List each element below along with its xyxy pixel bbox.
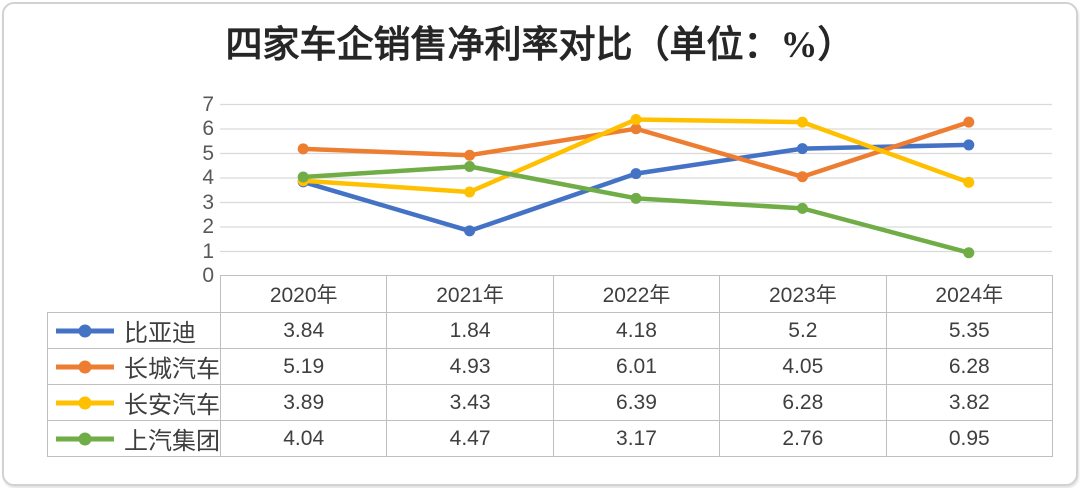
data-point bbox=[796, 202, 808, 214]
value-cell: 4.47 bbox=[386, 420, 554, 457]
legend-cell: 长城汽车 bbox=[47, 348, 221, 385]
data-point bbox=[464, 225, 476, 237]
value-cell: 2.76 bbox=[719, 420, 887, 457]
year-header: 2022年 bbox=[552, 275, 721, 313]
value-cell: 4.04 bbox=[219, 420, 388, 457]
year-header: 2024年 bbox=[885, 275, 1053, 313]
value-cell: 3.84 bbox=[219, 312, 388, 349]
series-row: 比亚迪 3.84 1.84 4.18 5.2 5.35 bbox=[47, 312, 1053, 349]
series-name: 长城汽车 bbox=[124, 357, 220, 383]
value-cell: 5.2 bbox=[719, 312, 887, 349]
legend-key-icon bbox=[56, 360, 114, 373]
series-row: 上汽集团 4.04 4.47 3.17 2.76 0.95 bbox=[47, 420, 1053, 457]
data-point bbox=[464, 186, 476, 198]
data-point bbox=[297, 143, 309, 155]
value-cell: 3.89 bbox=[219, 384, 388, 421]
data-point bbox=[796, 116, 808, 128]
data-point bbox=[297, 171, 309, 183]
y-tick-label: 3 bbox=[202, 190, 214, 214]
series-name: 比亚迪 bbox=[124, 321, 196, 347]
plot-area bbox=[220, 103, 1052, 259]
legend-cell: 上汽集团 bbox=[47, 420, 221, 457]
value-cell: 1.84 bbox=[386, 312, 554, 349]
data-point bbox=[630, 192, 642, 204]
series-name: 上汽集团 bbox=[124, 429, 220, 455]
series-row: 长安汽车 3.89 3.43 6.39 6.28 3.82 bbox=[47, 384, 1053, 421]
y-tick-label: 2 bbox=[202, 215, 214, 238]
value-cell: 4.05 bbox=[719, 348, 887, 385]
table-corner bbox=[48, 276, 221, 313]
y-tick-label: 4 bbox=[202, 166, 214, 189]
value-cell: 3.82 bbox=[885, 384, 1053, 421]
data-point bbox=[963, 116, 975, 128]
data-point bbox=[796, 143, 808, 155]
y-tick-label: 5 bbox=[202, 141, 214, 165]
legend-key-icon bbox=[56, 432, 114, 445]
year-header: 2021年 bbox=[386, 275, 554, 313]
value-cell: 5.19 bbox=[219, 348, 388, 385]
value-cell: 4.18 bbox=[552, 312, 721, 349]
y-tick-label: 7 bbox=[202, 92, 214, 116]
data-point bbox=[963, 176, 975, 188]
data-point bbox=[464, 160, 476, 172]
series-row: 长城汽车 5.19 4.93 6.01 4.05 6.28 bbox=[47, 348, 1053, 385]
chart-title: 四家车企销售净利率对比（单位：%） bbox=[225, 25, 855, 66]
legend-cell: 长安汽车 bbox=[47, 384, 221, 421]
value-cell: 0.95 bbox=[885, 420, 1053, 457]
data-point bbox=[630, 123, 642, 135]
value-cell: 4.93 bbox=[386, 348, 554, 385]
data-point bbox=[963, 139, 975, 151]
series-name: 长安汽车 bbox=[124, 393, 220, 419]
year-header: 2020年 bbox=[219, 275, 388, 313]
value-cell: 3.17 bbox=[552, 420, 721, 457]
y-tick-label: 1 bbox=[202, 239, 214, 263]
data-point bbox=[963, 247, 975, 259]
y-tick-label: 0 bbox=[202, 264, 214, 287]
data-point bbox=[464, 149, 476, 161]
value-cell: 3.43 bbox=[386, 384, 554, 421]
legend-cell: 比亚迪 bbox=[47, 312, 221, 349]
data-table-wrap: 2020年 2021年 2022年 2023年 2024年比亚迪 3.84 1.84 4.18… bbox=[47, 275, 1053, 457]
legend-key-icon bbox=[56, 396, 114, 409]
value-cell: 6.28 bbox=[885, 348, 1053, 385]
value-cell: 5.35 bbox=[885, 312, 1053, 349]
value-cell: 6.39 bbox=[552, 384, 721, 421]
value-cell: 6.28 bbox=[719, 384, 887, 421]
data-table: 2020年 2021年 2022年 2023年 2024年比亚迪 3.84 1.84 4.18… bbox=[47, 275, 1053, 457]
data-point bbox=[796, 171, 808, 183]
y-tick-label: 6 bbox=[202, 117, 214, 140]
data-point bbox=[630, 168, 642, 180]
value-cell: 6.01 bbox=[552, 348, 721, 385]
data-point bbox=[630, 113, 642, 125]
legend-key-icon bbox=[56, 324, 114, 337]
year-header: 2023年 bbox=[719, 275, 887, 313]
